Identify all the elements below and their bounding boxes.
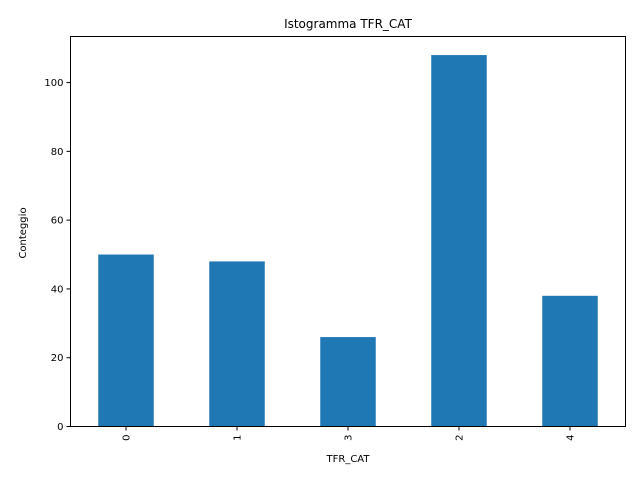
y-tick-label-0: 0 <box>57 422 63 433</box>
x-tick-label-0: 0 <box>122 435 133 441</box>
x-tick-label-4: 4 <box>566 435 577 441</box>
x-axis-label: TFR_CAT <box>326 454 371 465</box>
bar-1 <box>209 261 265 427</box>
chart-title: Istogramma TFR_CAT <box>284 17 413 31</box>
bar-2 <box>431 55 487 427</box>
x-tick-label-3: 3 <box>344 435 355 441</box>
y-tick-label-100: 100 <box>44 78 63 89</box>
y-axis: 0 20 40 60 80 100 <box>44 78 71 433</box>
y-tick-label-80: 80 <box>51 147 64 158</box>
bar-3 <box>320 337 376 427</box>
x-tick-label-2: 2 <box>455 435 466 441</box>
y-tick-label-60: 60 <box>51 216 64 227</box>
y-axis-label: Conteggio <box>18 207 29 258</box>
bar-0 <box>98 254 154 427</box>
bar-4 <box>542 295 598 427</box>
x-tick-label-1: 1 <box>233 435 244 441</box>
plot-area <box>98 55 598 427</box>
x-axis: 0 1 3 2 4 <box>122 426 577 441</box>
y-tick-label-20: 20 <box>51 353 64 364</box>
y-tick-label-40: 40 <box>51 284 64 295</box>
plot-frame <box>70 36 626 427</box>
